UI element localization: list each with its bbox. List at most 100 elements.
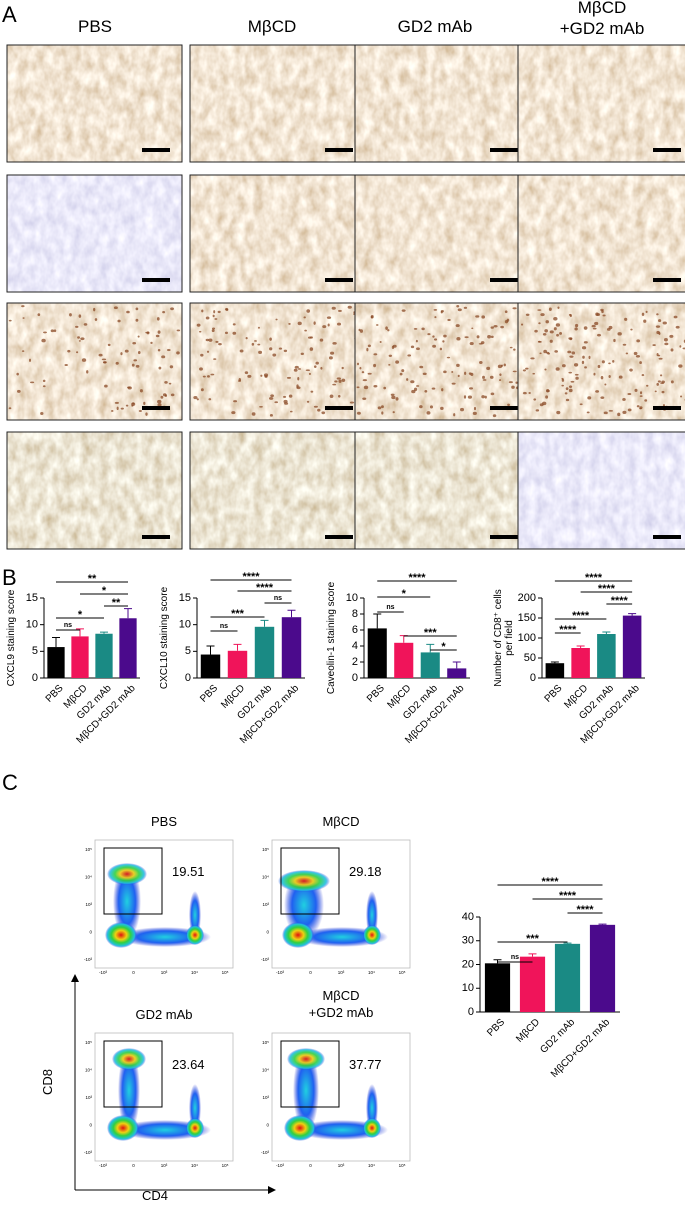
- histology-image: [190, 175, 365, 292]
- stained-cell: [303, 316, 305, 318]
- y-tick-label: -10³: [84, 1150, 93, 1155]
- x-axis-label: CD4: [142, 1188, 168, 1203]
- column-header: GD2 mAb: [398, 17, 473, 36]
- stained-cell: [566, 387, 569, 390]
- plot-title: MβCD: [322, 814, 359, 829]
- stained-cell: [373, 353, 377, 355]
- stained-cell: [663, 321, 667, 324]
- stained-cell: [239, 378, 241, 382]
- stained-cell: [95, 318, 98, 321]
- stained-cell: [613, 339, 615, 342]
- stained-cell: [456, 305, 459, 307]
- stained-cell: [440, 407, 444, 410]
- stained-cell: [617, 413, 620, 416]
- stained-cell: [315, 362, 318, 365]
- y-tick-label: 10⁴: [262, 1068, 269, 1073]
- gate-value: 19.51: [172, 864, 205, 879]
- stained-cell: [366, 348, 368, 351]
- bar: [47, 647, 64, 678]
- stained-cell: [322, 325, 326, 328]
- stained-cell: [546, 390, 550, 392]
- stained-cell: [410, 380, 414, 383]
- stained-cell: [75, 326, 78, 328]
- stained-cell: [617, 332, 621, 335]
- column-header: MβCD: [578, 0, 627, 17]
- stained-cell: [373, 364, 376, 367]
- stained-cell: [138, 351, 141, 354]
- stained-cell: [568, 372, 572, 374]
- stained-cell: [598, 365, 601, 368]
- stained-cell: [162, 311, 165, 313]
- stained-cell: [481, 395, 485, 398]
- stained-cell: [456, 337, 460, 341]
- stained-cell: [334, 380, 337, 382]
- stained-cell: [608, 375, 610, 378]
- stained-cell: [320, 339, 323, 342]
- stained-cell: [359, 367, 361, 370]
- stained-cell: [481, 315, 485, 318]
- density: [107, 1115, 139, 1141]
- stained-cell: [584, 366, 587, 368]
- error-bar: [100, 632, 108, 634]
- significance-label: ****: [559, 890, 577, 902]
- stained-cell: [656, 325, 660, 327]
- x-tick-label: 0: [309, 1163, 312, 1168]
- error-bar: [602, 632, 610, 634]
- stained-cell: [644, 399, 647, 401]
- stained-cell: [360, 329, 363, 333]
- y-tick-label: 10⁴: [262, 875, 269, 880]
- stained-cell: [500, 326, 504, 329]
- scale-bar: [490, 535, 518, 539]
- stained-cell: [82, 358, 86, 362]
- stained-cell: [534, 330, 538, 333]
- scale-bar: [490, 148, 518, 152]
- stained-cell: [575, 324, 578, 327]
- y-axis-label: CD8: [40, 1069, 55, 1095]
- stained-cell: [473, 412, 477, 415]
- panel-label: C: [2, 770, 18, 795]
- stained-cell: [158, 330, 161, 333]
- stained-cell: [125, 350, 129, 353]
- stained-cell: [479, 361, 483, 364]
- stained-cell: [342, 379, 346, 382]
- stained-cell: [510, 347, 513, 349]
- stained-cell: [674, 316, 678, 319]
- stained-cell: [84, 323, 88, 326]
- stained-cell: [562, 364, 566, 367]
- stained-cell: [612, 360, 614, 363]
- stained-cell: [636, 355, 640, 358]
- stained-cell: [294, 369, 298, 372]
- stained-cell: [512, 307, 516, 309]
- stained-cell: [86, 370, 88, 373]
- stained-cell: [371, 315, 374, 318]
- stained-cell: [136, 308, 139, 311]
- histology-image: [355, 45, 530, 162]
- stained-cell: [327, 316, 331, 319]
- y-tick-label: 0: [32, 672, 38, 684]
- stained-cell: [601, 376, 604, 380]
- stained-cell: [126, 311, 130, 314]
- stained-cell: [270, 414, 273, 417]
- stained-cell: [115, 402, 119, 404]
- bar: [485, 963, 510, 1012]
- stained-cell: [41, 339, 45, 343]
- stained-cell: [368, 344, 371, 347]
- stained-cell: [145, 332, 149, 334]
- stained-cell: [662, 391, 665, 393]
- x-tick-label: 10⁵: [399, 1163, 406, 1168]
- bar: [590, 925, 615, 1012]
- significance-label: ****: [598, 583, 616, 595]
- stained-cell: [206, 317, 210, 320]
- x-tick-label: 10⁵: [222, 970, 229, 975]
- stained-cell: [252, 343, 254, 346]
- stained-cell: [554, 350, 558, 353]
- stained-cell: [156, 335, 160, 337]
- stained-cell: [150, 342, 152, 344]
- stained-cell: [593, 373, 595, 376]
- stained-cell: [509, 381, 513, 383]
- significance-label: ****: [242, 571, 260, 583]
- histology-image: [355, 432, 530, 549]
- histology-image: [518, 45, 685, 162]
- stained-cell: [646, 311, 648, 313]
- stained-cell: [193, 396, 197, 399]
